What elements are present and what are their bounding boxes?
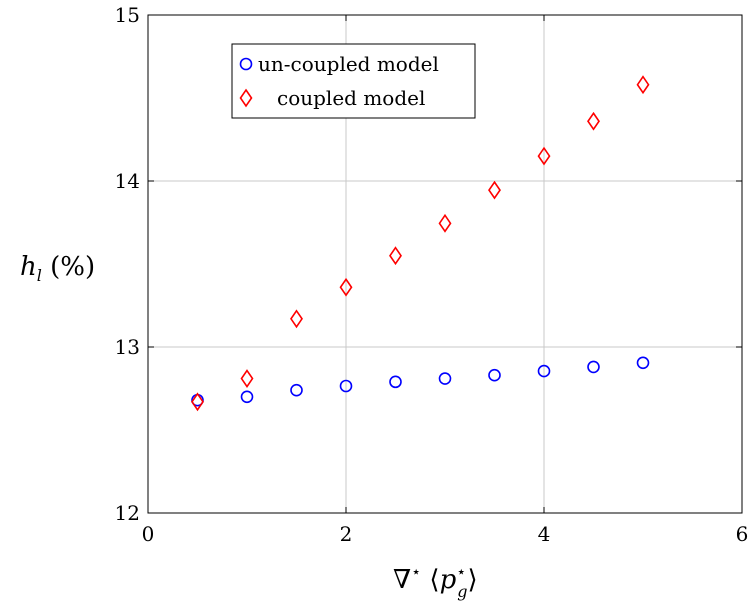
x-axis-label: ∇⋆ ⟨p⋆ g⟩ bbox=[393, 562, 478, 601]
x-tick-label: 6 bbox=[736, 522, 749, 546]
y-tick-label: 15 bbox=[115, 3, 140, 27]
circle-point bbox=[488, 368, 501, 382]
circle-point bbox=[587, 360, 600, 374]
circle-point bbox=[389, 375, 402, 389]
circle-point bbox=[537, 364, 551, 378]
x-tick-label: 4 bbox=[538, 522, 551, 546]
circle-point bbox=[438, 372, 452, 385]
circle-point bbox=[290, 383, 303, 397]
diamond-point bbox=[537, 146, 551, 166]
diamond-point bbox=[240, 369, 254, 388]
y-tick-label: 12 bbox=[115, 501, 140, 525]
series-uncoupled bbox=[191, 356, 650, 407]
legend-label: un-coupled model bbox=[258, 52, 439, 76]
legend-marker bbox=[239, 57, 253, 71]
legend-label: coupled model bbox=[277, 86, 425, 110]
diamond-point bbox=[636, 75, 650, 95]
diamond-point bbox=[438, 213, 452, 233]
diamond-point bbox=[488, 180, 501, 200]
diamond-point bbox=[290, 309, 303, 329]
x-tick-label: 0 bbox=[142, 522, 155, 546]
diamond-point bbox=[191, 392, 204, 412]
grid-lines bbox=[148, 15, 742, 513]
x-tick-label: 2 bbox=[340, 522, 353, 546]
plot-frame bbox=[147, 14, 743, 514]
legend-box bbox=[231, 43, 476, 119]
diamond-point bbox=[339, 277, 353, 297]
circle-point bbox=[339, 379, 353, 393]
tick-labels: 0 2 4 6 12 13 14 15 bbox=[115, 3, 749, 546]
legend: un-coupled model coupled model bbox=[231, 43, 476, 119]
y-tick-label: 14 bbox=[115, 169, 140, 193]
legend-marker bbox=[239, 88, 253, 108]
y-tick-label: 13 bbox=[115, 335, 140, 359]
diamond-point bbox=[587, 111, 600, 131]
circle-point bbox=[636, 356, 650, 370]
data-marks bbox=[191, 75, 650, 412]
axis-ticks bbox=[147, 14, 743, 514]
series-coupled bbox=[191, 75, 650, 412]
y-axis-label: hl (%) bbox=[20, 252, 95, 285]
circle-point bbox=[240, 390, 254, 404]
diamond-point bbox=[389, 246, 402, 266]
